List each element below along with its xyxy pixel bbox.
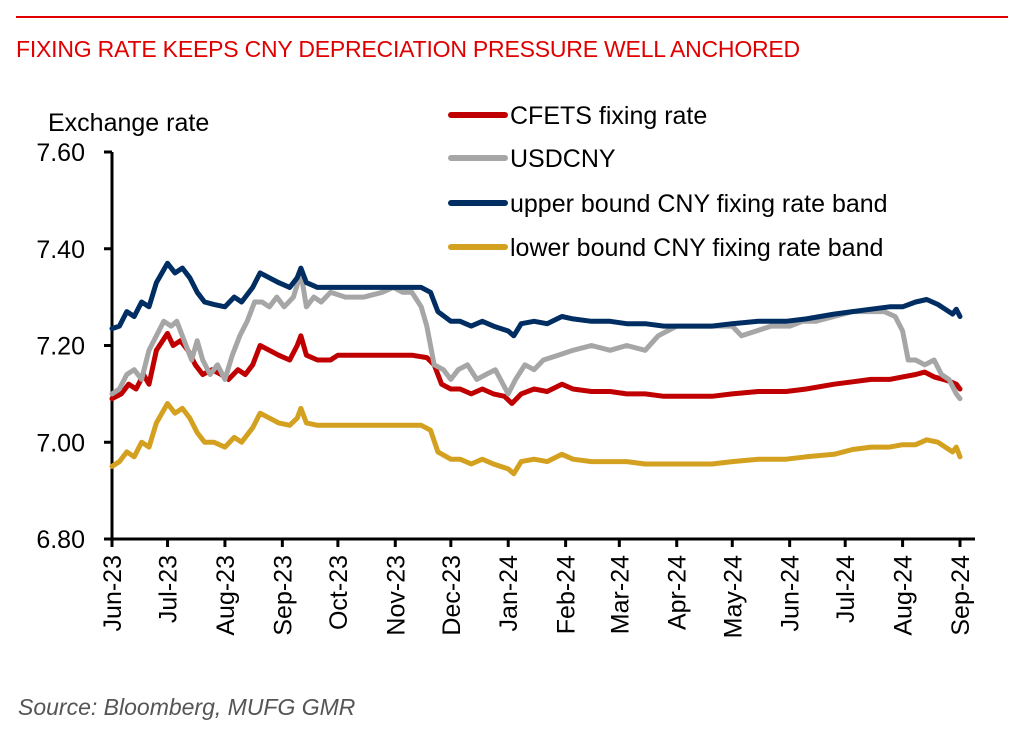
y-tick-label: 7.00 (36, 429, 85, 457)
series-line-3 (109, 401, 963, 477)
legend-label: upper bound CNY fixing rate band (510, 190, 888, 218)
axes: 7.60 7.40 7.20 7.00 6.80 Jun-23 Jul-23 Aug-23 Se… (36, 139, 975, 638)
x-tick-label: Oct-23 (325, 555, 353, 630)
y-tick-label: 6.80 (36, 526, 85, 554)
x-tick-label: Mar-24 (606, 555, 634, 634)
x-tick-label: Sep-24 (947, 555, 975, 636)
y-axis-title: Exchange rate (48, 109, 209, 137)
x-tick-label: Aug-24 (890, 555, 918, 636)
legend-label: USDCNY (510, 145, 616, 173)
legend-item: USDCNY (448, 145, 616, 173)
series-group (109, 260, 963, 477)
y-tick-label: 7.20 (36, 333, 85, 361)
x-tick-label: May-24 (719, 555, 747, 638)
y-tick-label: 7.60 (36, 139, 85, 167)
legend-item: upper bound CNY fixing rate band (448, 190, 888, 218)
top-rule (16, 16, 1008, 18)
x-tick-label: Jun-24 (777, 555, 805, 632)
x-tick-label: Nov-23 (382, 555, 410, 636)
x-tick-label: Apr-24 (664, 555, 692, 630)
source-note: Source: Bloomberg, MUFG GMR (18, 694, 356, 720)
x-tick-label: Feb-24 (553, 555, 581, 634)
x-tick-label: Sep-23 (269, 555, 297, 636)
series-line-0 (109, 330, 963, 406)
legend: CFETS fixing rate USDCNY upper bound CNY f… (448, 102, 888, 262)
x-tick-label: Jul-23 (155, 555, 183, 623)
x-tick-label: Jun-23 (99, 555, 127, 631)
x-tick-label: Dec-23 (438, 555, 466, 636)
legend-item: lower bound CNY fixing rate band (448, 234, 883, 262)
legend-label: lower bound CNY fixing rate band (510, 234, 883, 262)
y-tick-label: 7.40 (36, 236, 85, 264)
chart-title: FIXING RATE KEEPS CNY DEPRECIATION PRESS… (16, 36, 800, 62)
series-line-2 (109, 260, 963, 339)
x-tick-label: Jul-24 (832, 555, 860, 623)
x-tick-label: Aug-23 (212, 555, 240, 636)
series-line-1 (109, 270, 963, 402)
legend-item: CFETS fixing rate (448, 102, 707, 130)
x-tick-label: Jan-24 (495, 555, 523, 632)
legend-label: CFETS fixing rate (510, 102, 707, 130)
